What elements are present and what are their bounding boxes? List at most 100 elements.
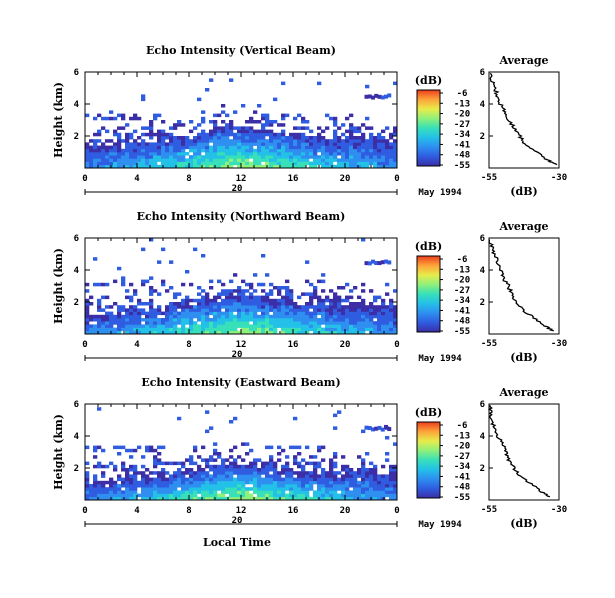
heatmap-cell bbox=[269, 155, 274, 159]
heatmap-cell bbox=[293, 493, 298, 498]
heatmap-cell bbox=[141, 455, 146, 459]
heatmap-cell bbox=[197, 324, 202, 328]
heatmap-cell bbox=[105, 493, 110, 498]
heatmap-cell bbox=[301, 474, 306, 478]
heatmap-cell bbox=[209, 480, 214, 485]
heatmap-cell bbox=[221, 487, 226, 491]
heatmap-cell bbox=[393, 158, 398, 162]
heatmap-cell bbox=[205, 487, 210, 491]
heatmap-cell bbox=[289, 477, 294, 482]
heatmap-cell bbox=[125, 471, 130, 475]
heatmap-cell bbox=[309, 484, 314, 488]
heatmap-cell bbox=[393, 145, 398, 150]
heatmap-cell bbox=[225, 139, 230, 143]
heatmap-cell bbox=[249, 477, 254, 482]
profile-frame bbox=[488, 237, 560, 335]
heatmap-cell bbox=[245, 324, 250, 328]
heatmap-cell bbox=[241, 442, 246, 446]
heatmap-cell bbox=[141, 471, 146, 475]
profile-title: Average bbox=[498, 386, 548, 399]
heatmap-cell bbox=[393, 324, 398, 328]
heatmap-cell bbox=[305, 314, 310, 319]
heatmap-cell bbox=[329, 145, 334, 150]
heatmap-cell bbox=[157, 260, 162, 264]
heatmap-cell bbox=[245, 474, 250, 478]
heatmap-cell bbox=[137, 318, 142, 322]
heatmap-cell bbox=[165, 145, 170, 150]
heatmap-cell bbox=[253, 471, 258, 475]
heatmap-cell bbox=[149, 120, 154, 124]
heatmap-cell bbox=[369, 493, 374, 498]
heatmap-cell bbox=[361, 464, 366, 469]
heatmap-cell bbox=[133, 142, 138, 146]
heatmap-cell bbox=[189, 129, 194, 134]
heatmap-cell bbox=[193, 496, 198, 501]
heatmap-cell bbox=[209, 468, 214, 472]
heatmap-cell bbox=[309, 292, 314, 296]
heatmap-cell bbox=[277, 496, 282, 501]
heatmap-cell bbox=[393, 318, 398, 322]
heatmap-cell bbox=[177, 477, 182, 482]
heatmap-cell bbox=[301, 139, 306, 143]
heatmap-cell bbox=[329, 314, 334, 319]
heatmap-cell bbox=[153, 490, 158, 494]
heatmap-cell bbox=[225, 298, 230, 303]
heatmap-cell bbox=[273, 120, 278, 124]
heatmap-cell bbox=[357, 490, 362, 494]
colorbar-tick-label: -48 bbox=[454, 151, 470, 161]
heatmap-cell bbox=[177, 142, 182, 146]
heatmap-cell bbox=[157, 327, 162, 332]
colorbar-tick-label: -48 bbox=[454, 483, 470, 493]
heatmap-cell bbox=[333, 129, 338, 134]
heatmap-cell bbox=[241, 314, 246, 319]
heatmap-cell bbox=[173, 295, 178, 300]
profile-line bbox=[488, 239, 554, 332]
heatmap-cell bbox=[185, 161, 190, 166]
heatmap-cell bbox=[185, 139, 190, 143]
heatmap-cell bbox=[365, 480, 370, 485]
heatmap-cell bbox=[93, 145, 98, 150]
heatmap-cell bbox=[121, 321, 126, 325]
heatmap-cell bbox=[273, 145, 278, 150]
heatmap-cell bbox=[93, 148, 98, 153]
heatmap-cell bbox=[353, 164, 358, 169]
heatmap-cell bbox=[265, 484, 270, 488]
heatmap-cell bbox=[129, 318, 134, 322]
heatmap-cell bbox=[321, 155, 326, 159]
heatmap-cell bbox=[213, 318, 218, 322]
heatmap-cell bbox=[337, 314, 342, 319]
heatmap-cell bbox=[225, 305, 230, 309]
heatmap-cell bbox=[137, 308, 142, 312]
colorbar-tick-label: -20 bbox=[454, 110, 470, 120]
heatmap-cell bbox=[129, 311, 134, 316]
x-tick-label: 20 bbox=[340, 506, 351, 516]
heatmap-cell bbox=[117, 158, 122, 162]
heatmap-cell bbox=[381, 139, 386, 143]
heatmap-cell bbox=[133, 289, 138, 293]
heatmap-cell bbox=[161, 148, 166, 153]
heatmap-cell bbox=[173, 487, 178, 491]
heatmap-cell bbox=[169, 461, 174, 466]
heatmap-cell bbox=[269, 145, 274, 150]
heatmap-cell bbox=[345, 308, 350, 312]
heatmap-cell bbox=[377, 496, 382, 501]
heatmap-cell bbox=[285, 155, 290, 159]
heatmap-cell bbox=[201, 484, 206, 488]
heatmap-cell bbox=[133, 129, 138, 134]
heatmap-cell bbox=[329, 461, 334, 466]
heatmap-cell bbox=[149, 292, 154, 296]
heatmap-cell bbox=[197, 496, 202, 501]
heatmap-cell bbox=[281, 113, 286, 118]
heatmap-cell bbox=[349, 471, 354, 475]
heatmap-cell bbox=[269, 493, 274, 498]
heatmap-cell bbox=[349, 123, 354, 127]
heatmap-cell bbox=[269, 302, 274, 306]
heatmap-cell bbox=[93, 282, 98, 287]
heatmap-cell bbox=[333, 295, 338, 300]
heatmap-cell bbox=[257, 148, 262, 153]
heatmap-cell bbox=[97, 327, 102, 332]
heatmap-cell bbox=[353, 311, 358, 316]
date-label: May 1994 bbox=[418, 188, 462, 198]
heatmap-cell bbox=[109, 139, 114, 143]
heatmap-cell bbox=[101, 474, 106, 478]
